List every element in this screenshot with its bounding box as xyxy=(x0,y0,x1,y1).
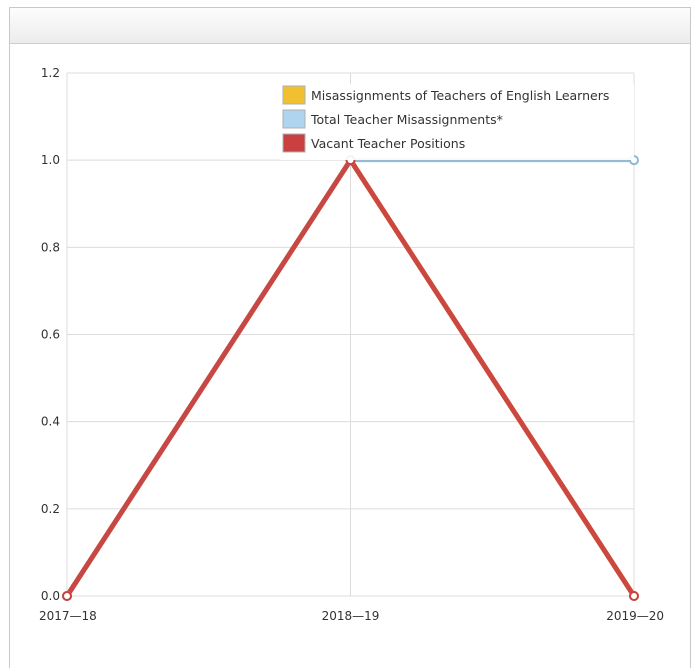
line-chart: 0.0 0.2 0.4 0.6 0.8 1.0 1.2 2017—18 2018—19 2019… xyxy=(39,66,664,623)
data-point-2-0 xyxy=(62,591,72,601)
x-tick-label: 2017—18 xyxy=(39,609,97,623)
y-tick-label: 0.6 xyxy=(41,328,60,342)
legend-swatch-1 xyxy=(282,109,306,129)
legend-swatch-0 xyxy=(282,85,306,105)
y-tick-label: 0.2 xyxy=(41,502,60,516)
x-tick-label: 2019—20 xyxy=(606,609,664,623)
data-point-2-2 xyxy=(629,591,639,601)
y-tick-label: 0.8 xyxy=(41,240,60,254)
y-tick-label: 1.2 xyxy=(41,66,60,80)
x-axis-ticks: 2017—18 2018—19 2019—20 xyxy=(39,609,664,623)
panel-header xyxy=(10,8,690,44)
y-axis-ticks: 0.0 0.2 0.4 0.6 0.8 1.0 1.2 xyxy=(41,66,60,603)
x-tick-label: 2018—19 xyxy=(322,609,380,623)
y-tick-label: 0.4 xyxy=(41,415,60,429)
legend-swatch-2 xyxy=(282,133,306,153)
legend: Misassignments of Teachers of English Le… xyxy=(280,84,634,160)
legend-label-0: Misassignments of Teachers of English Le… xyxy=(311,88,609,103)
legend-box xyxy=(280,84,634,160)
legend-label-1: Total Teacher Misassignments* xyxy=(310,112,503,127)
y-tick-label: 0.0 xyxy=(41,589,60,603)
y-tick-label: 1.0 xyxy=(41,153,60,167)
legend-label-2: Vacant Teacher Positions xyxy=(311,136,465,151)
